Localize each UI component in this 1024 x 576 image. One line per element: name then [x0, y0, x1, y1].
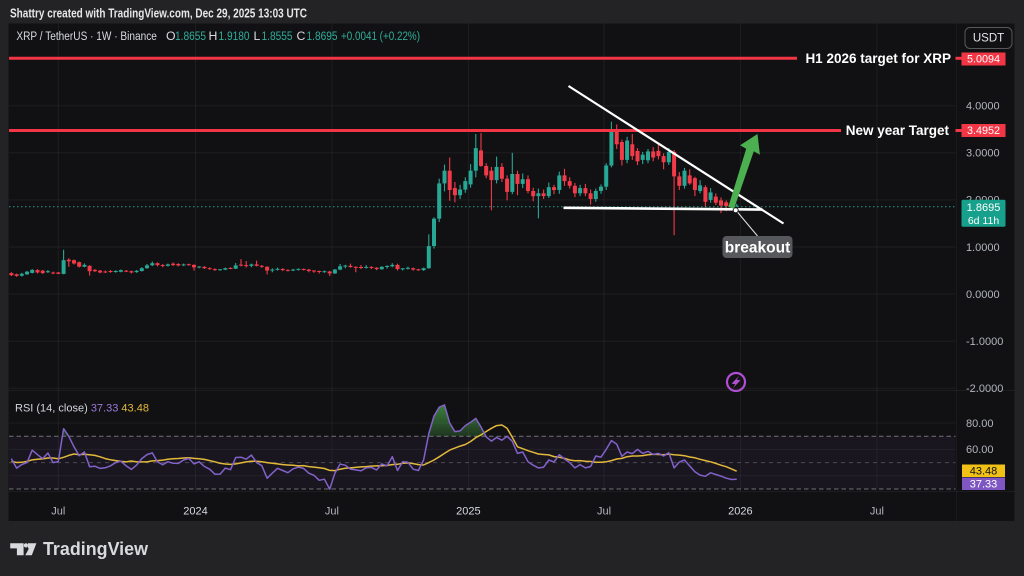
svg-text:-2.0000: -2.0000: [966, 383, 1003, 395]
svg-text:Jul: Jul: [325, 506, 339, 518]
svg-text:+0.0041 (+0.22%): +0.0041 (+0.22%): [341, 29, 420, 43]
svg-text:H1 2026 target for XRP: H1 2026 target for XRP: [805, 51, 951, 66]
svg-text:L: L: [254, 29, 261, 43]
svg-text:USDT: USDT: [973, 33, 1004, 45]
svg-text:1.9180: 1.9180: [219, 29, 250, 43]
svg-text:1.8695: 1.8695: [307, 29, 338, 43]
svg-text:2025: 2025: [456, 506, 480, 518]
svg-text:1.8695: 1.8695: [967, 202, 1001, 214]
svg-text:TradingView: TradingView: [43, 539, 149, 559]
svg-text:4.0000: 4.0000: [966, 101, 1000, 113]
svg-text:37.33: 37.33: [970, 479, 998, 491]
svg-text:-1.0000: -1.0000: [966, 336, 1003, 348]
svg-text:1.8655: 1.8655: [175, 29, 206, 43]
svg-text:Jul: Jul: [51, 506, 65, 518]
svg-text:6d 11h: 6d 11h: [968, 215, 999, 227]
svg-text:80.00: 80.00: [966, 418, 994, 430]
svg-text:H: H: [209, 29, 218, 43]
svg-text:0.0000: 0.0000: [966, 289, 1000, 301]
svg-text:5.0094: 5.0094: [967, 54, 1000, 66]
svg-text:C: C: [297, 29, 306, 43]
svg-text:Jul: Jul: [597, 506, 611, 518]
svg-text:3.0000: 3.0000: [966, 148, 1000, 160]
svg-text:New year Target: New year Target: [846, 123, 950, 138]
svg-text:XRP / TetherUS · 1W · Binance: XRP / TetherUS · 1W · Binance: [16, 29, 157, 43]
svg-text:1.0000: 1.0000: [966, 242, 1000, 254]
svg-text:2024: 2024: [183, 506, 207, 518]
svg-text:3.4952: 3.4952: [967, 125, 1000, 137]
svg-text:2026: 2026: [728, 506, 752, 518]
svg-text:RSI (14, close) 37.33 43.48: RSI (14, close) 37.33 43.48: [15, 403, 149, 415]
svg-text:O: O: [166, 29, 176, 43]
svg-text:60.00: 60.00: [966, 444, 994, 456]
svg-text:Shattry created with TradingVi: Shattry created with TradingView.com, De…: [10, 7, 307, 21]
svg-text:breakout: breakout: [725, 240, 790, 257]
svg-text:43.48: 43.48: [970, 466, 998, 478]
svg-text:Jul: Jul: [870, 506, 884, 518]
svg-text:1.8555: 1.8555: [262, 29, 293, 43]
